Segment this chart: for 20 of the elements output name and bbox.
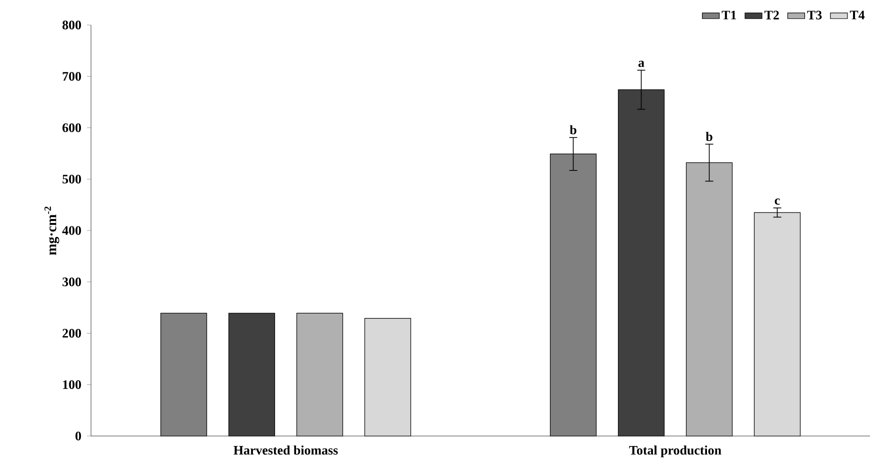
legend-label: T1 — [722, 10, 736, 20]
y-tick-label: 700 — [62, 72, 81, 81]
legend-label: T3 — [807, 10, 822, 20]
y-tick-label: 200 — [62, 328, 81, 338]
y-tick-label: 100 — [63, 380, 81, 389]
y-tick-label: 800 — [62, 20, 81, 30]
x-tick-label: Total production — [629, 446, 722, 458]
y-tick-label: 0 — [76, 432, 81, 440]
legend-label: T2 — [764, 10, 779, 20]
legend-label: T4 — [850, 10, 865, 20]
annotation: b — [706, 132, 712, 141]
x-tick-label: Harvested biomass — [234, 446, 338, 455]
annotation: c — [774, 198, 780, 205]
y-axis-title: mg·cm$^{-2}$ — [44, 206, 60, 255]
y-tick-label: 500 — [62, 174, 81, 184]
annotation: a — [638, 60, 644, 68]
y-tick-label: 300 — [62, 278, 81, 286]
y-tick-label: 600 — [62, 123, 81, 132]
annotation: b — [570, 125, 576, 134]
y-tick-label: 400 — [62, 226, 81, 235]
